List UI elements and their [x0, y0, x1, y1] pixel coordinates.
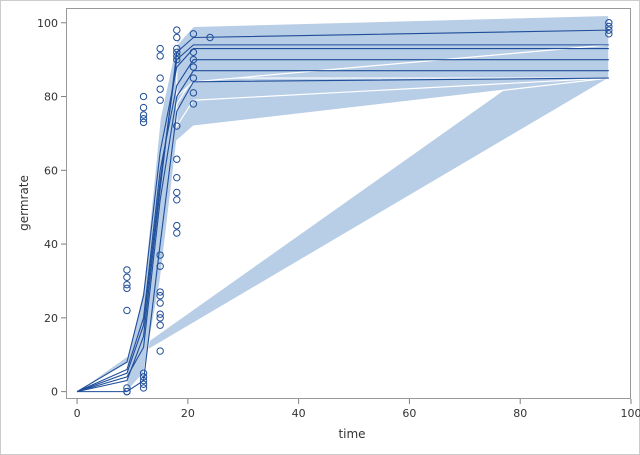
data-point [139, 376, 148, 385]
data-point [173, 33, 181, 42]
data-point [173, 188, 181, 197]
data-point [605, 30, 613, 38]
plot-area [66, 8, 631, 399]
data-point [189, 48, 198, 56]
data-point [156, 85, 164, 93]
data-point [139, 111, 148, 119]
data-point [139, 114, 148, 123]
data-point [156, 321, 164, 329]
data-point [173, 196, 181, 204]
x-tick-label: 0 [74, 407, 81, 420]
data-point [173, 221, 181, 230]
data-point [156, 310, 164, 318]
y-tick-label: 20 [44, 312, 58, 325]
data-point [156, 292, 164, 300]
data-point [189, 30, 198, 38]
data-point [156, 44, 164, 53]
fitted-curve-3 [76, 59, 609, 393]
data-point [139, 369, 148, 377]
data-point [189, 55, 198, 64]
data-point [189, 74, 198, 82]
data-point [156, 52, 164, 60]
data-point [173, 48, 181, 56]
data-point [123, 384, 131, 392]
data-point [123, 266, 131, 274]
y-tick-label: 80 [44, 91, 58, 104]
data-point [189, 100, 198, 108]
data-point [123, 387, 131, 396]
x-axis: 0 20 40 60 80 100 [74, 399, 640, 420]
data-point [139, 384, 148, 392]
data-point [156, 347, 164, 355]
x-tick-label: 40 [292, 407, 306, 420]
data-point [156, 314, 164, 322]
data-point [173, 122, 181, 130]
data-point [156, 299, 164, 307]
data-point [139, 118, 148, 127]
data-point [156, 262, 164, 270]
data-point [173, 155, 181, 163]
fitted-curve-5 [76, 44, 609, 393]
data-point [206, 33, 214, 42]
data-point [173, 26, 181, 34]
data-point [123, 306, 131, 315]
data-point [189, 89, 198, 97]
y-tick-label: 0 [51, 386, 58, 399]
y-tick-label: 60 [44, 164, 58, 177]
x-tick-label: 80 [513, 407, 527, 420]
data-point [189, 63, 198, 71]
data-point [139, 380, 148, 388]
x-tick-label: 60 [402, 407, 416, 420]
x-tick-label: 100 [621, 407, 640, 420]
data-point [173, 44, 181, 53]
x-axis-label: time [338, 427, 365, 441]
data-point [123, 284, 131, 293]
data-point [605, 19, 613, 27]
y-axis: 0 20 40 60 80 100 [37, 17, 66, 399]
data-point [605, 22, 613, 31]
data-point [173, 55, 181, 64]
data-point [156, 251, 164, 259]
data-point [173, 173, 181, 182]
data-point [173, 52, 181, 60]
data-point [123, 280, 131, 289]
y-axis-label: germrate [17, 175, 31, 231]
x-tick-label: 20 [181, 407, 195, 420]
data-point [605, 26, 613, 34]
data-point [139, 373, 148, 381]
y-tick-label: 40 [44, 238, 58, 251]
data-point [139, 103, 148, 112]
data-point [139, 92, 148, 101]
data-point [173, 229, 181, 237]
data-point [123, 273, 131, 281]
data-point [156, 288, 164, 296]
data-point [156, 96, 164, 104]
y-tick-label: 100 [37, 17, 58, 30]
observations [123, 19, 613, 396]
data-point [156, 74, 164, 82]
